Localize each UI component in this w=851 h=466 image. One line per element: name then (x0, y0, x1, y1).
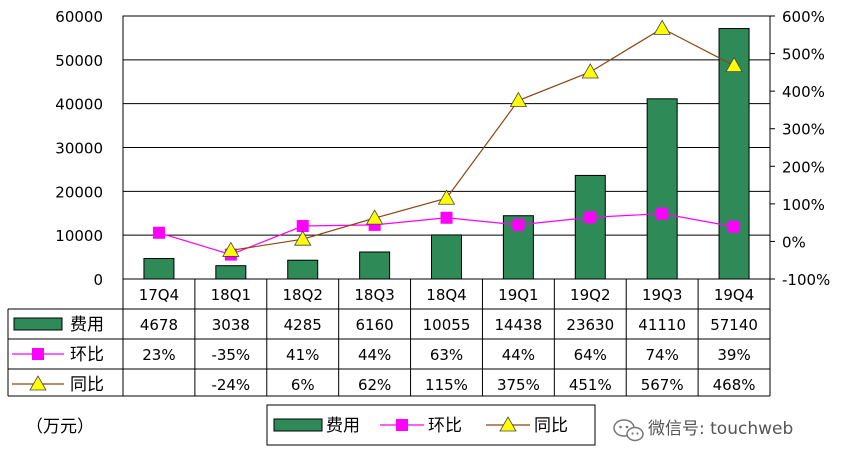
bar-18Q3 (359, 251, 391, 280)
table-row-label: 同比 (70, 375, 104, 395)
y-left-tick-label: 20000 (55, 183, 103, 201)
x-tick-label: 19Q3 (642, 286, 682, 304)
data-label: 3038 (212, 316, 250, 334)
data-label: 115% (425, 376, 468, 394)
data-label: 10055 (423, 316, 471, 334)
data-label: 375% (497, 376, 540, 394)
y-left-tick-label: 40000 (55, 96, 103, 114)
x-tick-label: 18Q2 (283, 286, 323, 304)
y-left-tick-label: 50000 (55, 52, 103, 70)
point-同比-19Q3 (653, 19, 671, 35)
x-tick-label: 17Q4 (139, 286, 179, 304)
y-left-tick-label: 0 (93, 271, 103, 289)
point-同比-18Q4 (437, 189, 456, 205)
bar-18Q4 (431, 234, 462, 280)
watermark-text: 微信号: touchweb (648, 419, 793, 439)
data-label: 57140 (710, 316, 758, 334)
point-同比-18Q3 (365, 209, 384, 225)
y-right-tick-label: 0% (782, 233, 806, 251)
y-right-tick-label: 300% (782, 121, 825, 139)
y-left-tick-label: 30000 (55, 140, 103, 158)
data-label: 44% (502, 346, 535, 364)
point-环比-19Q3 (656, 207, 669, 220)
axes: 60000 50000 40000 30000 20000 10000 0 600% 500% 4… (55, 8, 830, 289)
table-key-费用 (13, 317, 63, 331)
x-tick-label: 18Q1 (211, 286, 251, 304)
y-right-tick-label: 100% (782, 196, 825, 214)
legend-label: 同比 (534, 416, 568, 436)
x-tick-label: 19Q4 (714, 286, 754, 304)
bar-19Q3 (646, 98, 678, 280)
data-label: 39% (717, 346, 750, 364)
unit-label: （万元） (26, 417, 94, 437)
legend-key-费用 (273, 418, 323, 432)
point-同比-19Q2 (581, 63, 599, 79)
table-row-label: 环比 (70, 345, 104, 365)
table-key-marker-环比 (32, 348, 44, 360)
data-label: 4678 (140, 316, 178, 334)
x-tick-label: 18Q3 (354, 286, 394, 304)
legend-key-marker-同比 (499, 416, 517, 432)
plot-frame (122, 15, 771, 280)
legend-label: 费用 (326, 416, 360, 436)
point-同比-18Q1 (222, 241, 240, 257)
x-tick-label: 18Q4 (426, 286, 466, 304)
y-left-tick-label: 60000 (55, 8, 103, 26)
bar-series (143, 28, 750, 280)
bar-17Q4 (143, 257, 175, 280)
bar-19Q2 (574, 174, 606, 280)
data-label: 4285 (284, 316, 322, 334)
point-环比-18Q2 (296, 220, 309, 233)
point-环比-19Q4 (728, 220, 741, 233)
line-series (152, 19, 743, 261)
data-label: 63% (430, 346, 463, 364)
y-right-tick-label: -100% (782, 271, 830, 289)
data-label: 74% (645, 346, 678, 364)
data-label: 44% (358, 346, 391, 364)
data-label: 41% (286, 346, 319, 364)
data-label: 41110 (638, 316, 686, 334)
data-table: 17Q4 18Q1 18Q2 18Q3 18Q4 19Q1 19Q2 19Q3 19Q4 费用 46… (7, 279, 771, 397)
data-label: 468% (713, 376, 756, 394)
x-tick-label: 19Q2 (570, 286, 610, 304)
point-环比-19Q1 (512, 218, 525, 231)
data-label: -35% (211, 346, 250, 364)
legend: 费用 环比 同比 (266, 404, 596, 446)
legend-label: 环比 (428, 416, 462, 436)
watermark: 微信号: touchweb (613, 419, 793, 442)
table-row-label: 费用 (70, 315, 104, 335)
y-left-tick-label: 10000 (55, 227, 103, 245)
data-label: 6% (291, 376, 315, 394)
y-right-tick-label: 500% (782, 46, 825, 64)
data-label: 6160 (356, 316, 394, 334)
data-label: 64% (574, 346, 607, 364)
data-label: 62% (358, 376, 391, 394)
data-label: 451% (569, 376, 612, 394)
point-同比-18Q2 (294, 230, 312, 246)
wechat-icon (613, 419, 644, 442)
point-同比-19Q1 (509, 91, 528, 107)
data-label: 567% (641, 376, 684, 394)
point-环比-19Q2 (584, 211, 597, 224)
y-right-tick-label: 400% (782, 83, 825, 101)
y-right-tick-label: 200% (782, 158, 825, 176)
line-同比 (230, 27, 735, 252)
table-key-marker-同比 (29, 375, 47, 391)
point-环比-17Q4 (152, 226, 165, 239)
data-label: -24% (211, 376, 250, 394)
data-label: 23% (142, 346, 175, 364)
point-同比-19Q4 (725, 56, 743, 72)
x-tick-label: 19Q1 (498, 286, 538, 304)
data-label: 23630 (566, 316, 614, 334)
bar-18Q2 (287, 259, 319, 280)
y-right-tick-label: 600% (782, 8, 825, 26)
legend-key-marker-环比 (396, 419, 408, 431)
bar-18Q1 (215, 265, 247, 280)
data-label: 14438 (495, 316, 543, 334)
point-环比-18Q4 (440, 211, 453, 224)
